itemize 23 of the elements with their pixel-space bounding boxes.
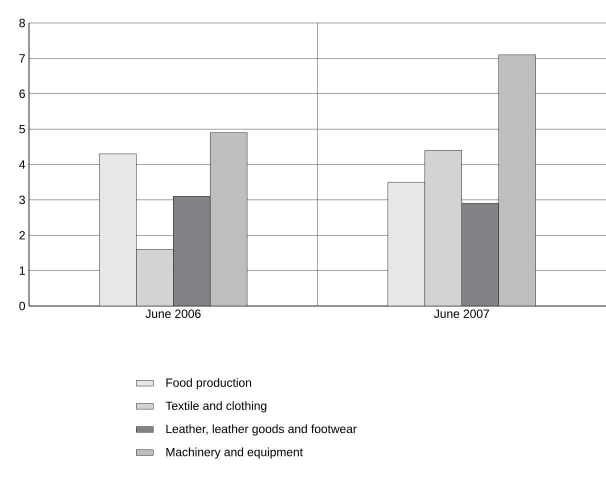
bar	[388, 182, 426, 306]
y-tick-label: 2	[19, 231, 25, 240]
legend-label: Machinery and equipment	[166, 448, 303, 459]
bar	[498, 54, 536, 306]
y-tick-label: 0	[19, 302, 26, 310]
bar	[136, 249, 174, 306]
bar	[462, 203, 499, 306]
y-tick-label: 5	[19, 124, 25, 134]
y-tick-label: 4	[19, 160, 26, 169]
bar	[424, 150, 462, 306]
legend-label: Leather, leather goods and footwear	[166, 424, 357, 436]
y-tick-label: 3	[19, 196, 25, 204]
y-tick-label: 7	[19, 54, 25, 62]
y-tick-label: 8	[19, 18, 25, 28]
legend-label: Textile and clothing	[166, 401, 266, 412]
y-tick-label: 1	[20, 266, 25, 275]
x-tick-label: June 2006	[146, 310, 201, 318]
bar	[99, 154, 137, 306]
bar	[173, 196, 210, 306]
x-tick-label: June 2007	[434, 310, 490, 318]
bar	[210, 132, 248, 306]
legend-label: Food production	[166, 378, 252, 390]
y-tick-label: 6	[19, 90, 25, 98]
